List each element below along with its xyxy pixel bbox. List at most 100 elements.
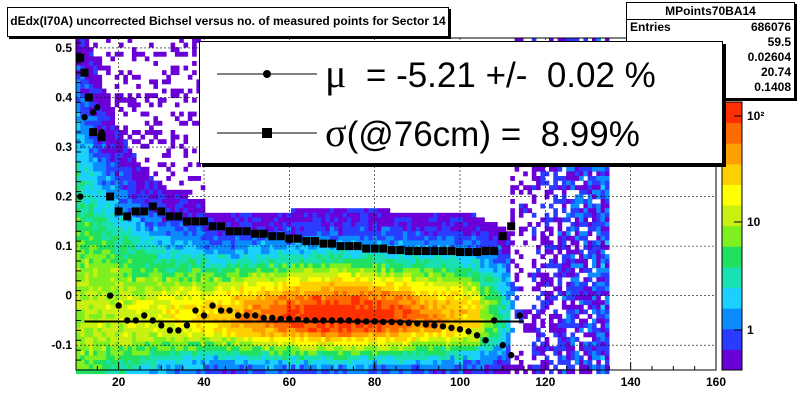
heatmap-cell: [471, 295, 477, 301]
heatmap-cell: [557, 327, 563, 333]
heatmap-cell: [415, 300, 421, 306]
heatmap-cell: [230, 217, 236, 223]
heatmap-cell: [93, 180, 98, 186]
heatmap-cell: [196, 203, 201, 209]
heatmap-cell: [424, 341, 429, 347]
heatmap-cell: [248, 346, 253, 352]
heatmap-cell: [196, 341, 201, 347]
heatmap-cell: [110, 162, 115, 168]
heatmap-cell: [377, 222, 382, 227]
heatmap-cell: [97, 355, 103, 361]
heatmap-cell: [432, 254, 438, 260]
heatmap-cell: [183, 51, 189, 57]
heatmap-cell: [144, 263, 150, 269]
heatmap-cell: [123, 355, 128, 361]
heatmap-cell: [557, 268, 563, 273]
heatmap-cell: [131, 180, 137, 186]
heatmap-cell: [235, 254, 240, 260]
heatmap-cell: [432, 332, 438, 338]
heatmap-cell: [205, 364, 210, 370]
heatmap-cell: [303, 295, 309, 301]
heatmap-cell: [415, 350, 421, 356]
heatmap-cell: [536, 166, 541, 172]
heatmap-cell: [566, 355, 571, 361]
heatmap-cell: [471, 235, 477, 241]
heatmap-cell: [480, 240, 485, 246]
heatmap-cell: [286, 291, 292, 296]
heatmap-cell: [140, 286, 146, 292]
heatmap-cell: [385, 277, 391, 283]
heatmap-cell: [106, 341, 111, 347]
heatmap-cell: [187, 240, 193, 246]
heatmap-cell: [488, 222, 494, 227]
heatmap-cell: [445, 360, 451, 365]
heatmap-cell: [561, 217, 567, 223]
heatmap-cell: [377, 327, 382, 333]
heatmap-cell: [316, 350, 322, 356]
heatmap-cell: [359, 314, 365, 319]
heatmap-cell: [299, 263, 305, 269]
heatmap-cell: [166, 304, 171, 310]
heatmap-cell: [114, 222, 120, 227]
heatmap-cell: [355, 272, 361, 278]
heatmap-cell: [127, 180, 133, 186]
heatmap-cell: [136, 217, 141, 223]
heatmap-cell: [101, 245, 107, 250]
heatmap-cell: [106, 355, 111, 361]
heatmap-cell: [359, 332, 365, 338]
heatmap-cell: [256, 281, 262, 287]
heatmap-cell: [127, 309, 133, 315]
heatmap-cell: [136, 222, 141, 227]
heatmap-cell: [192, 327, 197, 333]
heatmap-cell: [140, 235, 146, 241]
heatmap-cell: [140, 364, 146, 370]
heatmap-cell: [355, 341, 361, 347]
heatmap-cell: [192, 300, 197, 306]
heatmap-cell: [411, 235, 416, 241]
heatmap-cell: [217, 341, 223, 347]
heatmap-cell: [106, 327, 111, 333]
heatmap-cell: [501, 245, 507, 250]
heatmap-cell: [286, 304, 292, 310]
heatmap-cell: [574, 314, 580, 319]
heatmap-cell: [230, 249, 236, 255]
heatmap-cell: [312, 364, 318, 370]
heatmap-cell: [101, 226, 107, 232]
heatmap-cell: [329, 332, 335, 338]
heatmap-cell: [192, 199, 197, 204]
heatmap-cell: [140, 254, 146, 260]
heatmap-cell: [359, 281, 365, 287]
heatmap-cell: [338, 272, 343, 278]
heatmap-cell: [338, 323, 343, 329]
heatmap-cell: [260, 217, 266, 223]
heatmap-cell: [359, 235, 365, 241]
heatmap-cell: [239, 300, 244, 306]
heatmap-cell: [536, 268, 541, 273]
heatmap-cell: [561, 162, 567, 168]
heatmap-cell: [316, 226, 322, 232]
heatmap-cell: [471, 364, 477, 370]
heatmap-cell: [88, 61, 94, 66]
heatmap-cell: [131, 240, 137, 246]
heatmap-cell: [506, 258, 511, 264]
heatmap-cell: [80, 107, 85, 112]
heatmap-cell: [303, 369, 309, 375]
heatmap-cell: [273, 337, 279, 342]
heatmap-cell: [153, 314, 158, 319]
heatmap-cell: [561, 355, 567, 361]
heatmap-cell: [101, 346, 107, 352]
heatmap-cell: [183, 139, 189, 145]
heatmap-cell: [269, 277, 275, 283]
heatmap-cell: [166, 300, 171, 306]
heatmap-cell: [248, 291, 253, 296]
heatmap-cell: [248, 300, 253, 306]
heatmap-cell: [230, 323, 236, 329]
heatmap-cell: [329, 212, 335, 218]
heatmap-cell: [531, 272, 537, 278]
heatmap-cell: [269, 291, 275, 296]
heatmap-cell: [131, 355, 137, 361]
heatmap-cell: [106, 166, 111, 172]
heatmap-cell: [106, 300, 111, 306]
heatmap-cell: [256, 268, 262, 273]
heatmap-cell: [273, 355, 279, 361]
